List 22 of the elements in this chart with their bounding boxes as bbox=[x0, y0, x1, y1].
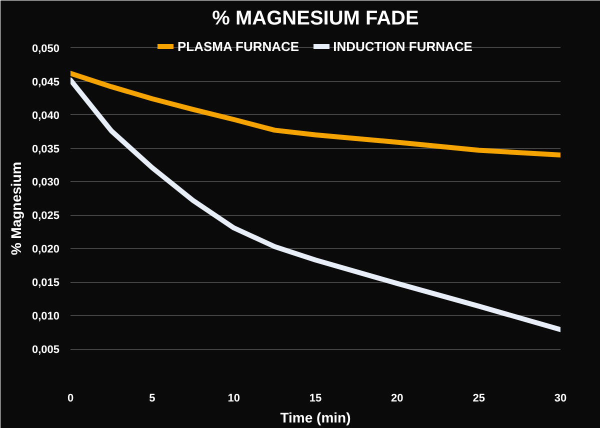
chart-title: % MAGNESIUM FADE bbox=[212, 8, 419, 30]
y-tick-label: 0,025 bbox=[32, 210, 60, 222]
y-tick-label: 0,045 bbox=[32, 76, 60, 88]
x-tick-label: 10 bbox=[228, 392, 240, 404]
y-tick-label: 0,005 bbox=[32, 344, 60, 356]
x-tick-label: 0 bbox=[67, 392, 74, 404]
y-tick-label: 0,030 bbox=[32, 176, 60, 189]
x-tick-label: 20 bbox=[391, 392, 404, 404]
x-tick-label: 5 bbox=[149, 392, 156, 404]
y-tick-label: 0,035 bbox=[32, 143, 60, 156]
x-axis-title: Time (min) bbox=[280, 410, 351, 426]
x-tick-label: 30 bbox=[554, 392, 567, 404]
legend-label: INDUCTION FURNACE bbox=[333, 38, 472, 54]
y-tick-label: 0,015 bbox=[32, 277, 60, 290]
y-tick-label: 0,050 bbox=[32, 42, 60, 55]
legend-label: PLASMA FURNACE bbox=[178, 38, 300, 54]
x-tick-label: 15 bbox=[309, 392, 322, 404]
y-tick-label: 0,040 bbox=[32, 110, 60, 122]
y-tick-label: 0,010 bbox=[32, 310, 60, 323]
x-tick-label: 25 bbox=[472, 392, 485, 404]
y-axis-title: % Magnesium bbox=[8, 162, 24, 256]
y-tick-label: 0,020 bbox=[32, 244, 60, 256]
